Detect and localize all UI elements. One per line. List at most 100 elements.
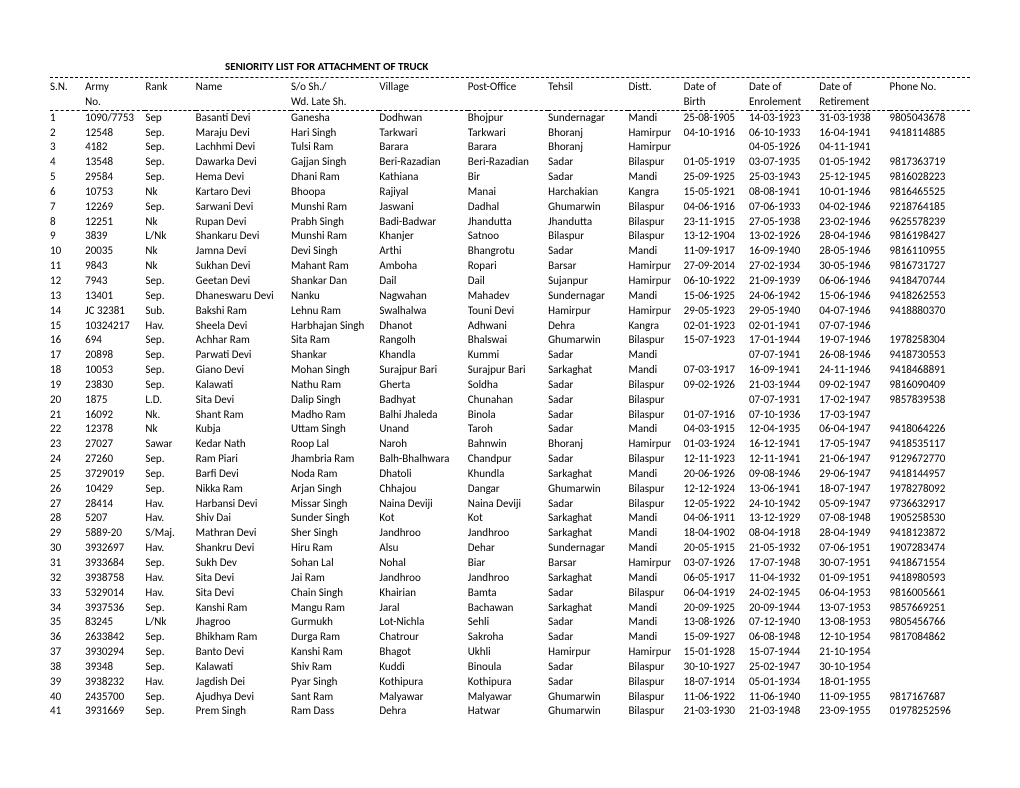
- cell-po: Adhwani: [468, 319, 548, 334]
- cell-dob: 04-10-1916: [684, 126, 749, 141]
- cell-sn: 13: [50, 289, 85, 304]
- cell-sn: 3: [50, 140, 85, 155]
- table-row: 335329014Hav.Sita DeviChain SinghKhairia…: [50, 586, 970, 601]
- cell-name: Kalawati: [196, 378, 291, 393]
- cell-tehsil: Ghumarwin: [548, 333, 628, 348]
- cell-distt: Mandi: [628, 244, 683, 259]
- cell-dob: 13-08-1926: [684, 615, 749, 630]
- cell-phone: 9418468891: [890, 363, 970, 378]
- header-village: Village: [379, 80, 467, 95]
- cell-name: Shant Ram: [196, 408, 291, 423]
- cell-dob: 20-06-1926: [684, 467, 749, 482]
- cell-tehsil: Barsar: [548, 259, 628, 274]
- cell-po: Khundla: [468, 467, 548, 482]
- cell-sn: 31: [50, 556, 85, 571]
- cell-tehsil: Sadar: [548, 422, 628, 437]
- cell-tehsil: Dehra: [548, 319, 628, 334]
- cell-doe: 27-02-1934: [749, 259, 819, 274]
- cell-dob: 09-02-1926: [684, 378, 749, 393]
- cell-distt: Mandi: [628, 526, 683, 541]
- cell-dor: 23-02-1946: [819, 215, 889, 230]
- cell-po: Ukhli: [468, 645, 548, 660]
- cell-phone: 9816731727: [890, 259, 970, 274]
- cell-tehsil: Sadar: [548, 452, 628, 467]
- cell-army: 12378: [85, 422, 145, 437]
- cell-so: Nathu Ram: [291, 378, 379, 393]
- header-distt: Distt.: [628, 80, 683, 95]
- cell-so: Nanku: [291, 289, 379, 304]
- cell-dob: [684, 348, 749, 363]
- cell-dob: 29-05-1923: [684, 304, 749, 319]
- cell-doe: 25-03-1943: [749, 170, 819, 185]
- cell-po: Bamta: [468, 586, 548, 601]
- cell-dor: 15-06-1946: [819, 289, 889, 304]
- table-row: 362633842Sep.Bhikham RamDurga RamChatrou…: [50, 630, 970, 645]
- cell-distt: Mandi: [628, 363, 683, 378]
- cell-army: JC 32381: [85, 304, 145, 319]
- header-doe: Date of: [749, 80, 819, 95]
- cell-army: 10429: [85, 482, 145, 497]
- cell-distt: Mandi: [628, 289, 683, 304]
- cell-doe: 21-03-1944: [749, 378, 819, 393]
- cell-sn: 36: [50, 630, 85, 645]
- cell-dob: 18-07-1914: [684, 675, 749, 690]
- cell-name: Maraju Devi: [196, 126, 291, 141]
- cell-village: Malyawar: [379, 690, 467, 705]
- table-row: 1020035NkJamna DeviDevi SinghArthiBhangr…: [50, 244, 970, 259]
- cell-doe: 07-06-1933: [749, 200, 819, 215]
- cell-doe: 05-01-1934: [749, 675, 819, 690]
- cell-rank: L.D.: [145, 393, 195, 408]
- cell-army: 10324217: [85, 319, 145, 334]
- table-row: 2610429Sep.Nikka RamArjan SinghChhajouDa…: [50, 482, 970, 497]
- cell-village: Balhi Jhaleda: [379, 408, 467, 423]
- cell-rank: Sep.: [145, 363, 195, 378]
- cell-sn: 25: [50, 467, 85, 482]
- cell-dob: 12-11-1923: [684, 452, 749, 467]
- cell-tehsil: Sadar: [548, 378, 628, 393]
- cell-rank: Sep.: [145, 200, 195, 215]
- cell-so: Kanshi Ram: [291, 645, 379, 660]
- cell-sn: 14: [50, 304, 85, 319]
- cell-phone: 9736632917: [890, 497, 970, 512]
- cell-phone: 9418262553: [890, 289, 970, 304]
- cell-army: 13401: [85, 289, 145, 304]
- cell-dor: 17-05-1947: [819, 437, 889, 452]
- cell-village: Khairian: [379, 586, 467, 601]
- cell-po: Taroh: [468, 422, 548, 437]
- cell-dob: 01-07-1916: [684, 408, 749, 423]
- cell-doe: 16-12-1941: [749, 437, 819, 452]
- cell-village: Unand: [379, 422, 467, 437]
- cell-distt: Mandi: [628, 422, 683, 437]
- cell-so: Prabh Singh: [291, 215, 379, 230]
- cell-dob: 06-10-1922: [684, 274, 749, 289]
- cell-distt: Bilaspur: [628, 482, 683, 497]
- cell-dob: 20-09-1925: [684, 601, 749, 616]
- cell-so: Bhoopa: [291, 185, 379, 200]
- cell-village: Badhyat: [379, 393, 467, 408]
- cell-doe: 08-04-1918: [749, 526, 819, 541]
- cell-rank: Hav.: [145, 541, 195, 556]
- cell-po: Dadhal: [468, 200, 548, 215]
- cell-village: Tarkwari: [379, 126, 467, 141]
- table-row: 610753NkKartaro DeviBhoopaRajiyalManaiHa…: [50, 185, 970, 200]
- cell-distt: Bilaspur: [628, 452, 683, 467]
- cell-rank: Sep.: [145, 333, 195, 348]
- cell-army: 5207: [85, 511, 145, 526]
- cell-dob: 20-05-1915: [684, 541, 749, 556]
- cell-tehsil: Sadar: [548, 497, 628, 512]
- cell-so: Ganesha: [291, 111, 379, 126]
- cell-army: 3938232: [85, 675, 145, 690]
- cell-village: Gherta: [379, 378, 467, 393]
- cell-sn: 2: [50, 126, 85, 141]
- cell-po: Manai: [468, 185, 548, 200]
- cell-phone: 9418730553: [890, 348, 970, 363]
- cell-sn: 35: [50, 615, 85, 630]
- cell-village: Balh-Bhalhwara: [379, 452, 467, 467]
- cell-dor: 29-06-1947: [819, 467, 889, 482]
- cell-distt: Bilaspur: [628, 393, 683, 408]
- cell-so: Sunder Singh: [291, 511, 379, 526]
- cell-po: Sehli: [468, 615, 548, 630]
- table-row: 323938758Hav.Sita DeviJai RamJandhrooJan…: [50, 571, 970, 586]
- cell-doe: 24-02-1945: [749, 586, 819, 601]
- cell-village: Dhatoli: [379, 467, 467, 482]
